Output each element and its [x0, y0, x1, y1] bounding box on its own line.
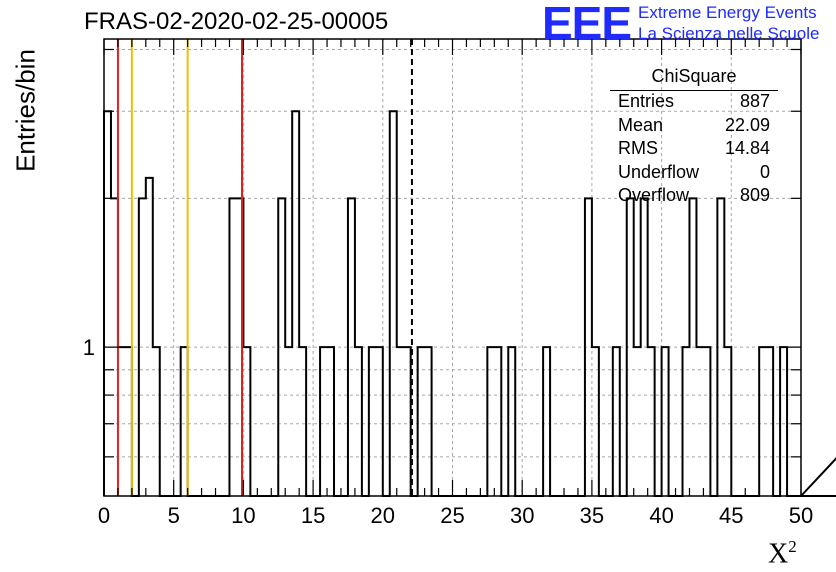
stats-row-rms: RMS 14.84: [610, 138, 778, 162]
stats-label: Mean: [618, 114, 664, 135]
x-tick-label: 35: [580, 503, 604, 528]
logo-text-line1: Extreme Energy Events: [638, 3, 817, 22]
stats-value: 887: [739, 91, 770, 111]
stats-row-overflow: Overflow 809: [610, 185, 778, 209]
stats-box: ChiSquare Entries 887 Mean 22.09 RMS 14.…: [610, 66, 778, 209]
y-tick-label: 1: [83, 335, 95, 360]
stats-value: 0: [759, 161, 770, 182]
x-tick-label: 20: [371, 503, 395, 528]
stats-row-mean: Mean 22.09: [610, 115, 778, 139]
x-tick-label: 5: [168, 503, 180, 528]
y-axis-label: Entries/bin: [10, 49, 41, 172]
stats-label: Overflow: [618, 185, 690, 205]
stats-row-underflow: Underflow 0: [610, 162, 778, 186]
stats-label: Underflow: [618, 161, 700, 182]
x-tick-label: 45: [719, 503, 743, 528]
x-axis-label-base: X: [768, 538, 789, 570]
eee-logo: EEE: [542, 0, 632, 49]
stats-row-entries: Entries 887: [610, 91, 778, 115]
x-axis-label-superscript: 2: [788, 537, 797, 556]
stats-value: 809: [739, 185, 770, 205]
stats-label: Entries: [618, 91, 675, 111]
stats-title: ChiSquare: [610, 66, 778, 91]
x-tick-label: 15: [301, 503, 325, 528]
stats-value: 14.84: [724, 138, 770, 158]
x-tick-label: 10: [231, 503, 255, 528]
x-tick-label: 50: [789, 503, 813, 528]
x-tick-label: 0: [98, 503, 110, 528]
chart-title: FRAS-02-2020-02-25-00005: [84, 8, 389, 35]
x-tick-label: 25: [440, 503, 464, 528]
x-tick-label: 40: [649, 503, 673, 528]
logo-text-line2: La Scienza nelle Scuole: [638, 24, 820, 43]
x-tick-label: 30: [510, 503, 534, 528]
stats-label: RMS: [618, 138, 658, 158]
stats-value: 22.09: [724, 114, 770, 135]
x-axis-label: X2: [768, 537, 797, 570]
